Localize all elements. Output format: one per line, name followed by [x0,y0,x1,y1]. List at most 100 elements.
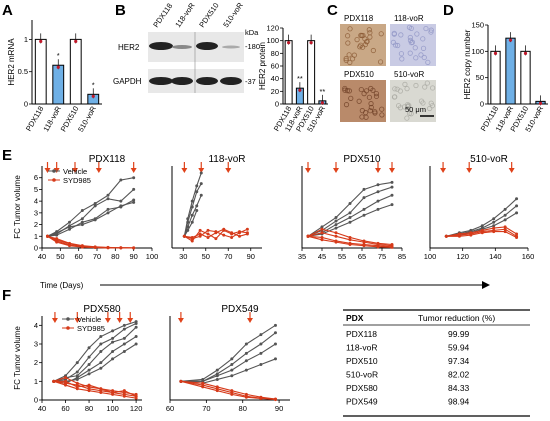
ihc-cell [408,111,414,117]
legend-syd-marker [52,178,56,182]
chart-title: PDX510 [343,154,381,165]
ihc-cell [358,86,364,93]
panel-label-f: F [2,287,11,304]
y-tick-label: 4 [34,197,38,206]
ihc-cell [405,103,411,109]
table-cell-reduction: 84.33 [448,383,470,393]
series-point-vehicle [186,225,190,229]
series-point-vehicle [132,176,136,180]
x-tick-label: 55 [338,252,346,261]
series-point-vehicle [80,223,84,227]
series-point-vehicle [190,220,194,224]
data-point [493,51,498,55]
series-point-vehicle [503,207,507,211]
series-point-syd [52,379,56,383]
series-point-syd [362,240,366,244]
table-body: PDX118 99.99 118-voR 59.94 PDX510 97.34 510-vo… [346,329,470,407]
series-point-vehicle [362,213,366,217]
series-point-vehicle [132,198,136,202]
ihc-cell [407,37,414,43]
series-point-syd [230,235,234,239]
data-point [287,41,291,45]
series-line-vehicle [180,343,276,382]
series-point-vehicle [215,374,219,378]
series-point-syd [492,230,496,234]
legend-vehicle-label: Vehicle [63,167,87,176]
series-point-vehicle [134,335,138,339]
legend-syd-label: SYD985 [77,324,105,333]
legend-syd-label: SYD985 [63,176,91,185]
y-axis-label: HER2 mRNA [7,38,16,86]
table-cell-reduction: 97.34 [448,356,470,366]
ihc-cell [378,31,384,37]
series-point-syd [214,237,218,241]
ihc-cell [408,40,414,46]
panel-label-e: E [2,147,12,164]
dose-arrowhead [247,318,253,323]
ihc-cell [420,100,426,106]
series-point-syd [122,394,126,398]
series-point-syd [198,234,202,238]
x-tick-label: 100 [106,404,119,413]
table-cell-reduction: 59.94 [448,343,470,353]
ihc-cell [370,47,376,54]
blot-band-her2-pdx118 [149,42,173,50]
series-point-syd [106,245,110,249]
series-point-vehicle [99,366,103,370]
series-point-syd [190,235,194,239]
series-point-syd [273,398,277,402]
ihc-cell [404,86,410,92]
series-point-vehicle [87,355,91,359]
dose-arrowhead [375,168,381,173]
series-point-vehicle [119,204,123,208]
series-point-vehicle [122,327,126,331]
series-point-vehicle [55,233,59,237]
series-point-syd [93,245,97,249]
series-line-syd [47,235,134,249]
table-cell-pdx: PDX549 [346,397,378,407]
series-point-vehicle [515,197,519,201]
table-cell-pdx: PDX510 [346,356,378,366]
series-line-vehicle [47,177,134,237]
ihc-label: 118-voR [394,14,424,23]
table-header-reduction: Tumor reduction (%) [418,313,495,323]
series-point-syd [198,228,202,232]
series-point-vehicle [132,200,136,204]
series-point-syd [503,227,507,231]
series-point-syd [444,234,448,238]
x-tick-label: 75 [378,252,386,261]
ihc-cell [359,32,365,39]
series-point-vehicle [215,377,219,381]
series-point-syd [306,234,310,238]
series-point-vehicle [99,342,103,346]
dose-arrowhead [440,168,447,173]
data-point [74,39,78,43]
x-tick-label: 160 [522,252,535,261]
series-point-vehicle [93,204,97,208]
bar-chart-d: 050100150PDX118118-voRPDX510510-voRHER2 … [463,21,548,134]
dose-arrowhead [466,168,473,173]
series-point-vehicle [190,199,194,203]
ihc-cell [366,94,373,100]
dose-arrowhead [51,318,58,323]
series-point-vehicle [122,323,126,327]
series-point-vehicle [122,342,126,346]
ihc-label: PDX510 [344,70,374,79]
line-chart-f2: 60 70 80 90 PDX549 [166,304,290,413]
series-point-syd [492,226,496,230]
series-point-vehicle [111,340,115,344]
series-point-syd [457,234,461,238]
series-line-syd [53,380,137,397]
series-point-vehicle [199,171,203,175]
line-chart-f1: 40 60 80 100 120 0 1 2 3 4 FC Tumor volume PDX580 [13,304,142,413]
ihc-cell [412,45,418,51]
ihc-cell [367,34,373,40]
ihc-cell [407,50,413,56]
ihc-cell [413,55,419,61]
series-point-vehicle [503,213,507,217]
series-line-vehicle [47,201,134,237]
series-point-vehicle [348,211,352,215]
series-point-vehicle [134,342,138,346]
